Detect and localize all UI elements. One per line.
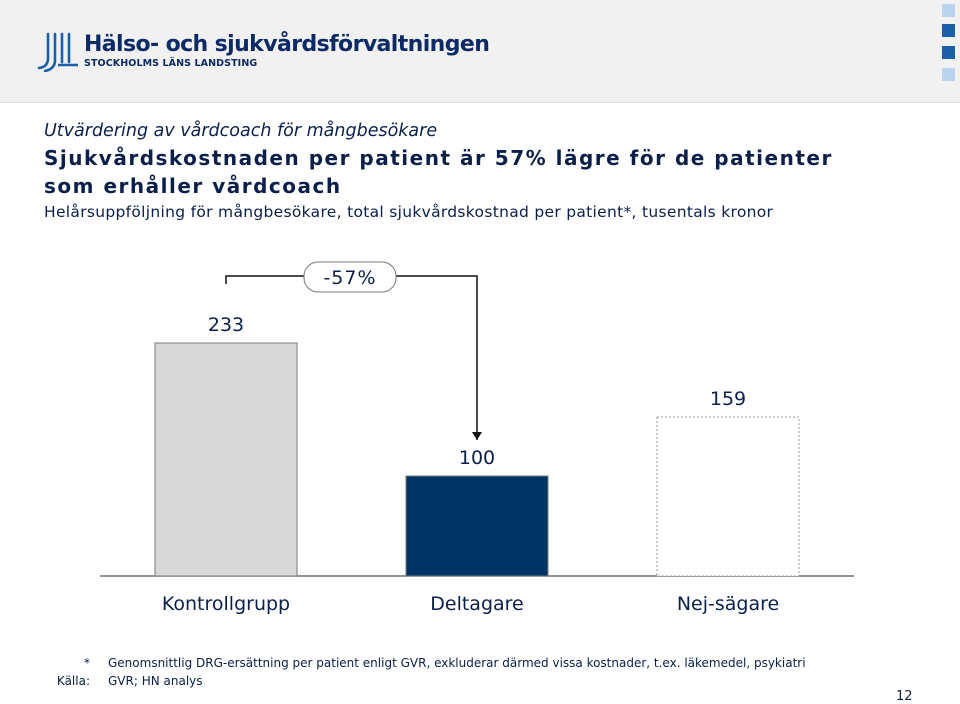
footnote-mark: * bbox=[84, 656, 90, 670]
value-label: 159 bbox=[710, 388, 746, 410]
category-label: Deltagare bbox=[430, 593, 523, 615]
annotation-arrowhead bbox=[472, 432, 482, 440]
headline-line-2: som erhåller vårdcoach bbox=[44, 174, 342, 198]
logo-mark-icon bbox=[37, 32, 78, 72]
category-label: Nej-sägare bbox=[677, 593, 779, 615]
org-name: Hälso- och sjukvårdsförvaltningen bbox=[84, 32, 490, 57]
decor-square-3 bbox=[942, 46, 955, 59]
source-text: GVR; HN analys bbox=[108, 674, 203, 688]
org-subname: STOCKHOLMS LÄNS LANDSTING bbox=[84, 58, 258, 69]
footnote-row-1: * Genomsnittlig DRG-ersättning per patie… bbox=[0, 656, 960, 672]
header-band: Hälso- och sjukvårdsförvaltningen STOCKH… bbox=[0, 0, 960, 103]
bar-deltagare bbox=[405, 475, 549, 577]
source-label: Källa: bbox=[56, 674, 90, 688]
annotation-label: -57% bbox=[323, 267, 376, 289]
decor-square-2 bbox=[942, 24, 955, 37]
title-block: Utvärdering av vårdcoach för mångbesökar… bbox=[44, 118, 924, 224]
category-label: Kontrollgrupp bbox=[162, 593, 290, 615]
decor-square-4 bbox=[942, 68, 955, 81]
kicker-text: Utvärdering av vårdcoach för mångbesökar… bbox=[44, 121, 438, 141]
bar-kontrollgrupp bbox=[154, 342, 298, 577]
annotation-badge bbox=[303, 261, 397, 293]
value-label: 233 bbox=[208, 314, 244, 336]
headline-line-1: Sjukvårdskostnaden per patient är 57% lä… bbox=[44, 146, 833, 170]
value-label: 100 bbox=[459, 447, 495, 469]
footnote-row-2: Källa: GVR; HN analys bbox=[0, 674, 960, 690]
bar-chart: 233 Kontrollgrupp 100 Deltagare 159 Nej-sägar… bbox=[100, 261, 854, 615]
logo: Hälso- och sjukvårdsförvaltningen STOCKH… bbox=[34, 32, 490, 76]
page-number: 12 bbox=[896, 689, 913, 704]
footnote-text: Genomsnittlig DRG-ersättning per patient… bbox=[108, 656, 806, 670]
decor-square-1 bbox=[942, 4, 955, 17]
subtitle: Helårsuppföljning för mångbesökare, tota… bbox=[44, 203, 774, 221]
bar-nej-sägare bbox=[656, 416, 800, 577]
